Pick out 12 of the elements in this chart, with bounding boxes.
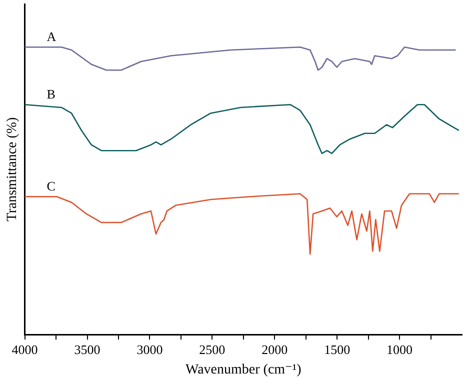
x-tick-label: 3000 — [136, 342, 163, 357]
x-tick-label: 2000 — [262, 342, 288, 357]
x-tick-label: 2500 — [199, 342, 226, 357]
x-tick-label: 4000 — [12, 342, 38, 357]
series-label: B — [46, 86, 56, 102]
series-label: C — [46, 178, 56, 194]
x-tick-label: 1000 — [386, 342, 413, 357]
y-axis-title: Transmittance (%) — [5, 116, 20, 222]
x-axis-title: Wavenumber (cm⁻¹) — [185, 362, 302, 378]
x-tick-label: 3500 — [74, 342, 100, 357]
x-tick-label: 1500 — [324, 342, 350, 357]
series-label: A — [46, 29, 57, 44]
